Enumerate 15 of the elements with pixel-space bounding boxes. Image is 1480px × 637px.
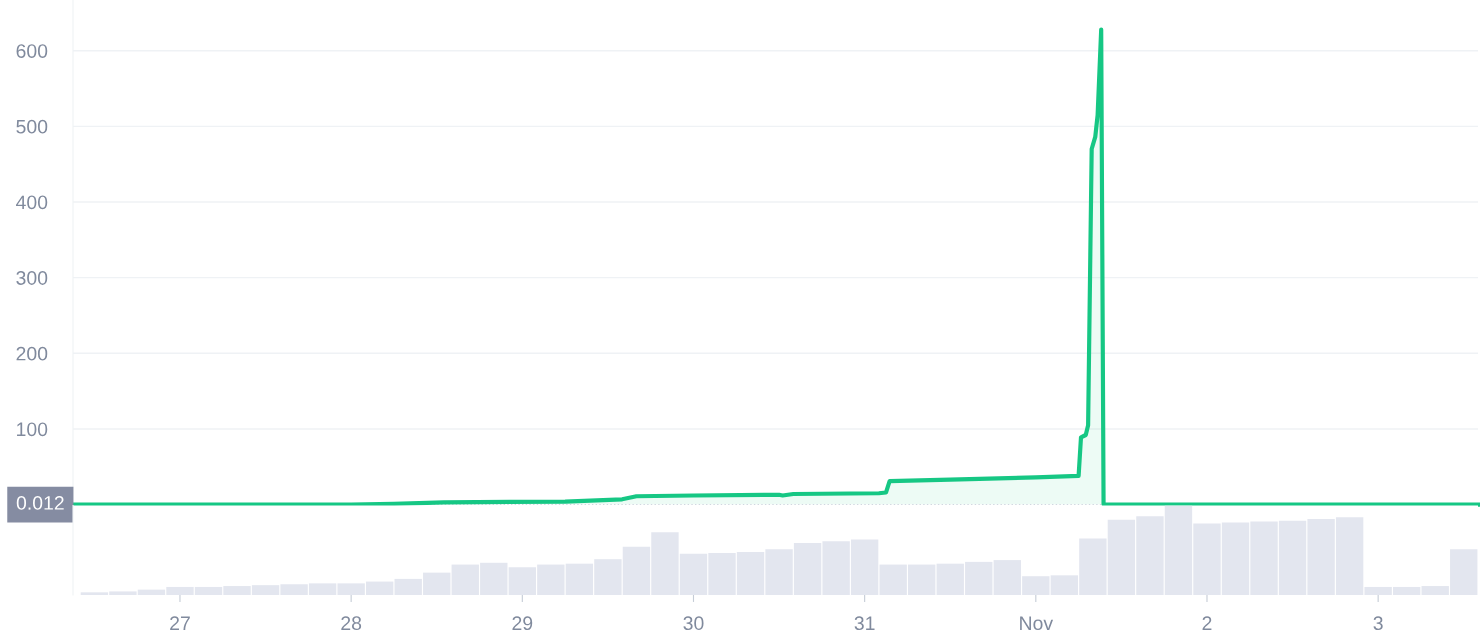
x-tick-label: 29 xyxy=(512,616,533,631)
y-tick-label: 600 xyxy=(16,44,48,58)
x-tick-label: 30 xyxy=(683,616,704,631)
y-tick-label: 100 xyxy=(17,422,48,437)
y-tick-label: 400 xyxy=(16,195,48,210)
x-tick-label: 3 xyxy=(1373,616,1383,631)
x-tick-label: Nov xyxy=(1020,616,1054,631)
ref-line-label: 0.012 xyxy=(16,496,64,510)
y-tick-label: 200 xyxy=(16,346,48,361)
x-tick-label: 28 xyxy=(341,616,362,631)
x-tick-label: 2 xyxy=(1202,616,1212,630)
x-tick-label: 31 xyxy=(854,616,875,631)
x-tick-label: 27 xyxy=(170,616,190,630)
y-tick-label: 500 xyxy=(16,119,48,134)
y-tick-label: 300 xyxy=(16,271,48,285)
